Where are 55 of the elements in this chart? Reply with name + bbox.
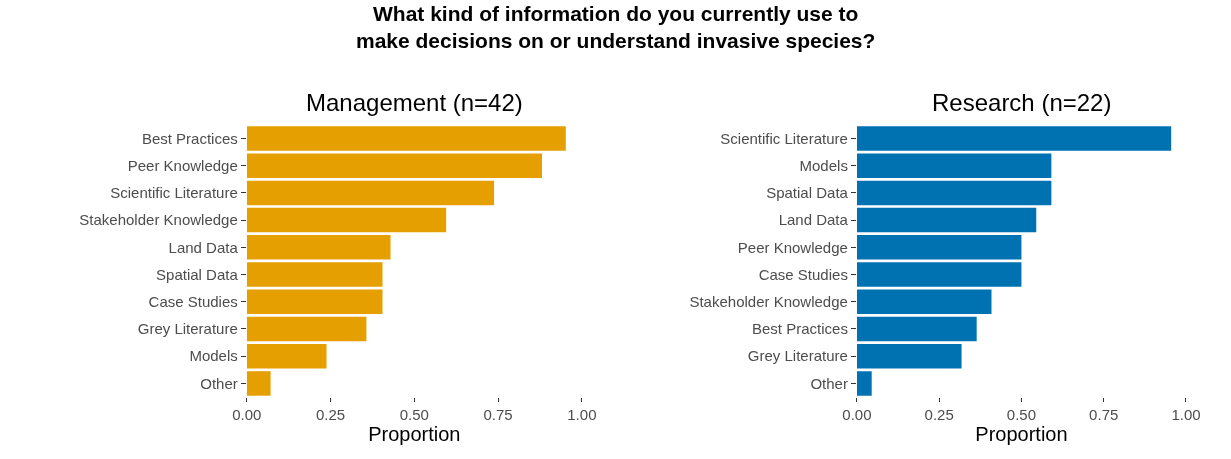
bar	[246, 371, 271, 396]
x-axis-title: Proportion	[975, 423, 1068, 446]
x-tick-label: 0.50	[399, 406, 429, 424]
bar	[856, 289, 992, 315]
y-tick-label: Best Practices	[752, 320, 848, 338]
x-tick-label: 0.50	[1006, 406, 1037, 424]
y-tick-label: Scientific Literature	[720, 129, 848, 147]
bar	[246, 153, 542, 178]
x-tick-label: 0.25	[924, 406, 954, 424]
x-tick-label: 1.00	[567, 406, 597, 424]
y-tick-label: Spatial Data	[766, 184, 849, 202]
y-tick-label: Spatial Data	[156, 265, 239, 283]
y-tick-label: Grey Literature	[137, 320, 238, 338]
y-tick-label: Peer Knowledge	[127, 156, 238, 174]
bar	[246, 235, 391, 260]
x-tick-label: 0.75	[1089, 406, 1119, 424]
y-tick-label: Case Studies	[758, 265, 848, 283]
x-tick-label: 0.75	[483, 406, 513, 424]
y-tick-label: Land Data	[778, 211, 849, 229]
bar	[856, 126, 1172, 151]
y-tick-label: Land Data	[168, 238, 239, 256]
y-tick-label: Scientific Literature	[110, 184, 238, 202]
bar	[246, 180, 495, 206]
bar	[856, 371, 872, 396]
bar	[856, 343, 962, 369]
y-tick-label: Stakeholder Knowledge	[79, 211, 238, 229]
bar	[246, 343, 327, 369]
bar	[246, 316, 367, 342]
y-tick-label: Other	[200, 374, 238, 392]
y-tick-label: Best Practices	[141, 129, 238, 147]
y-tick-label: Other	[810, 374, 848, 392]
bar	[246, 207, 447, 233]
x-tick-label: 0.25	[315, 406, 346, 424]
y-tick-label: Stakeholder Knowledge	[689, 293, 848, 311]
y-tick-label: Models	[799, 156, 848, 174]
bar	[246, 126, 566, 151]
bar	[856, 153, 1052, 178]
y-tick-label: Models	[189, 347, 238, 365]
bar	[246, 262, 383, 287]
x-tick-label: 0.00	[842, 406, 872, 424]
x-tick-label: 1.00	[1171, 406, 1201, 424]
chart-subtitle: Research (n=22)	[932, 89, 1112, 116]
bar	[856, 262, 1022, 287]
y-tick-label: Peer Knowledge	[737, 238, 848, 256]
chart-subtitle: Management (n=42)	[306, 89, 523, 116]
bar	[856, 235, 1022, 260]
x-tick-label: 0.00	[232, 406, 262, 424]
y-tick-label: Case Studies	[148, 293, 238, 311]
y-tick-label: Grey Literature	[747, 347, 848, 365]
chart-title: What kind of information do you currently use to make decisions on or understand invasive species?	[356, 2, 876, 53]
bar	[246, 289, 383, 315]
bar	[856, 207, 1037, 233]
bar	[856, 316, 977, 342]
bar	[856, 180, 1052, 206]
x-axis-title: Proportion	[368, 423, 461, 446]
